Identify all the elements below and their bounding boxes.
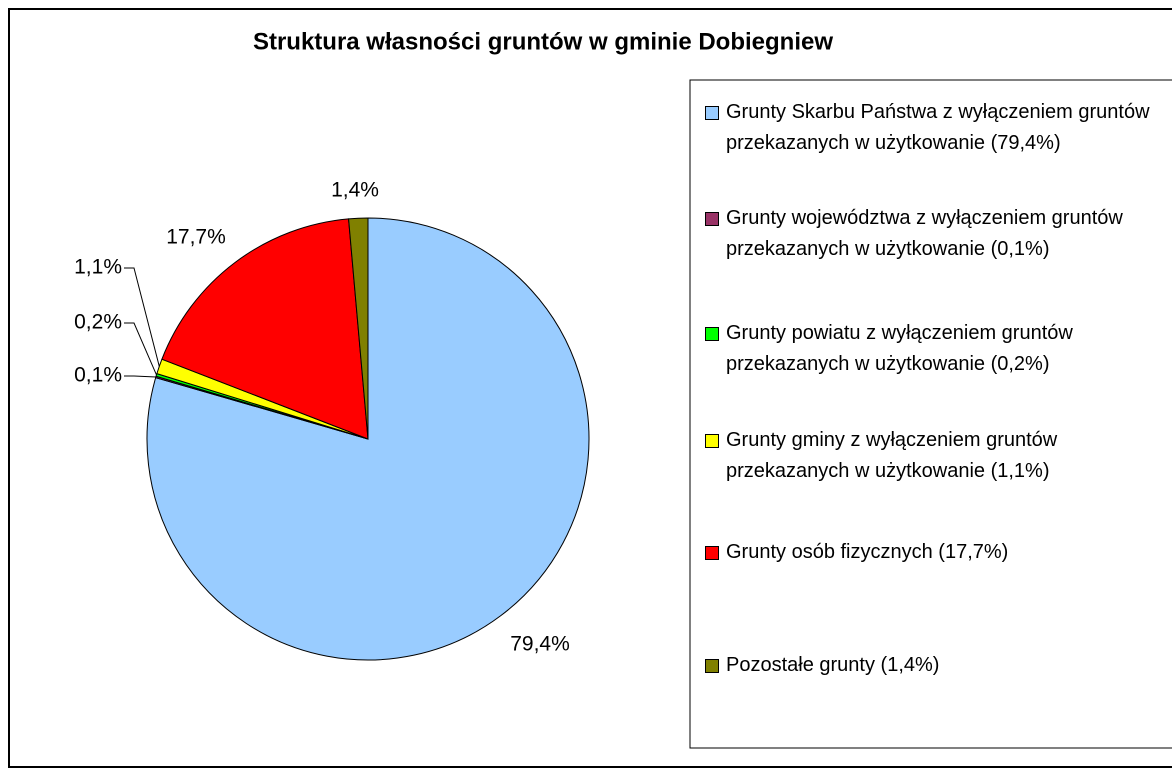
leader-line bbox=[124, 322, 157, 376]
legend-label: Grunty powiatu z wyłączeniem gruntów prz… bbox=[726, 322, 1073, 375]
legend-swatch bbox=[705, 106, 719, 120]
legend-item: Grunty Skarbu Państwa z wyłączeniem grun… bbox=[705, 97, 1155, 159]
legend-label: Grunty Skarbu Państwa z wyłączeniem grun… bbox=[726, 101, 1150, 154]
legend-label: Pozostałe grunty (1,4%) bbox=[726, 654, 940, 676]
legend-item: Pozostałe grunty (1,4%) bbox=[705, 650, 1155, 681]
legend-box bbox=[689, 79, 1172, 749]
legend-item: Grunty osób fizycznych (17,7%) bbox=[705, 537, 1155, 568]
legend-item: Grunty województwa z wyłączeniem gruntów… bbox=[705, 203, 1155, 265]
chart-title: Struktura własności gruntów w gminie Dob… bbox=[253, 28, 833, 55]
legend-swatch bbox=[705, 327, 719, 341]
leader-line bbox=[124, 267, 160, 367]
data-label: 79,4% bbox=[510, 633, 570, 656]
pie-slice bbox=[161, 218, 369, 440]
legend-swatch bbox=[705, 659, 719, 673]
legend-swatch bbox=[705, 434, 719, 448]
data-label: 17,7% bbox=[166, 226, 226, 249]
pie-slice bbox=[348, 217, 369, 440]
legend-swatch bbox=[705, 212, 719, 226]
data-label: 1,4% bbox=[331, 179, 379, 202]
legend-item: Grunty powiatu z wyłączeniem gruntów prz… bbox=[705, 318, 1155, 380]
leader-line bbox=[124, 375, 156, 378]
legend-label: Grunty gminy z wyłączeniem gruntów przek… bbox=[726, 429, 1058, 482]
data-label: 0,1% bbox=[74, 364, 122, 387]
legend-label: Grunty województwa z wyłączeniem gruntów… bbox=[726, 207, 1123, 260]
pie-slice bbox=[146, 217, 590, 661]
legend-item: Grunty gminy z wyłączeniem gruntów przek… bbox=[705, 425, 1155, 487]
data-label: 0,2% bbox=[74, 311, 122, 334]
data-label: 1,1% bbox=[74, 256, 122, 279]
legend-label: Grunty osób fizycznych (17,7%) bbox=[726, 541, 1009, 563]
legend-swatch bbox=[705, 546, 719, 560]
